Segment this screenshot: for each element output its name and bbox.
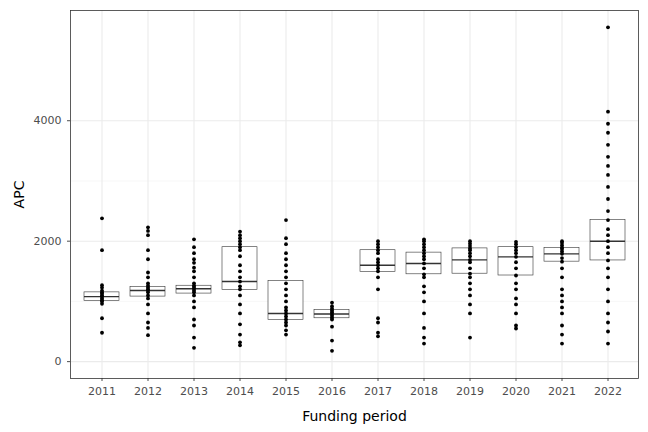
svg-text:2019: 2019 [456,385,484,398]
svg-text:2013: 2013 [180,385,208,398]
svg-text:APC: APC [11,180,27,208]
svg-text:2021: 2021 [548,385,576,398]
svg-text:2022: 2022 [594,385,622,398]
svg-text:2012: 2012 [134,385,162,398]
svg-text:2014: 2014 [226,385,254,398]
svg-text:4000: 4000 [34,114,62,127]
svg-text:2018: 2018 [410,385,438,398]
svg-text:2017: 2017 [364,385,392,398]
svg-text:2016: 2016 [318,385,346,398]
svg-text:0: 0 [55,355,62,368]
svg-text:2011: 2011 [88,385,116,398]
svg-text:Funding period: Funding period [302,408,407,424]
svg-text:2015: 2015 [272,385,300,398]
svg-text:2000: 2000 [34,235,62,248]
svg-text:2020: 2020 [502,385,530,398]
